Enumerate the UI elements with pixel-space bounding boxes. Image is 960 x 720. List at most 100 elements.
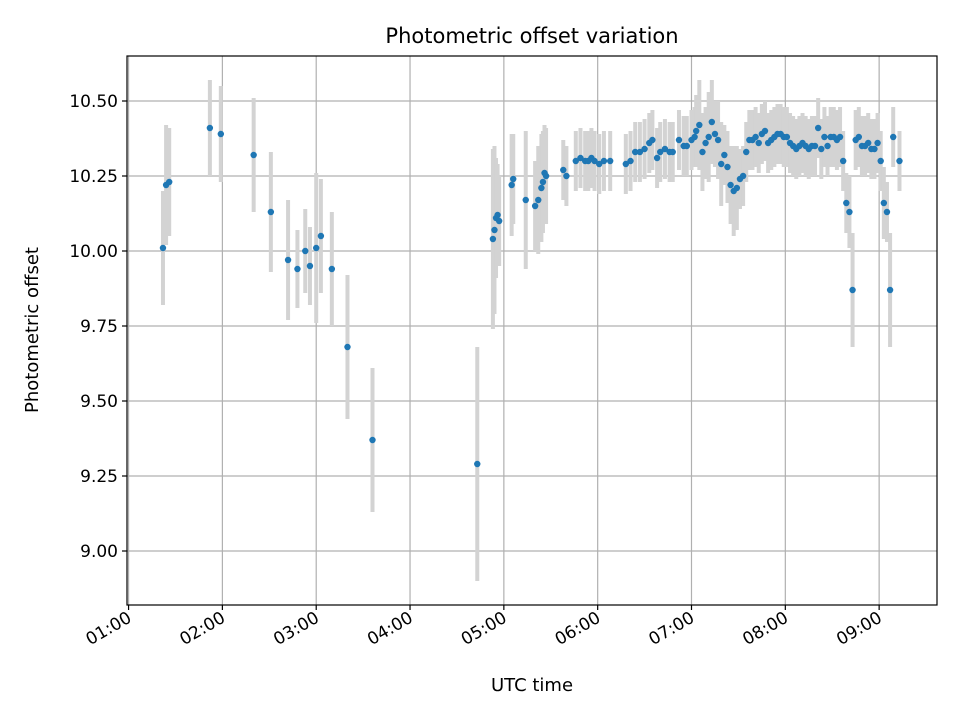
data-point [267,208,275,216]
y-tick-label: 10.50 [69,92,118,112]
data-point [683,142,691,150]
data-point [563,172,570,180]
data-point [864,139,872,147]
data-point [691,133,698,141]
data-point [871,145,878,153]
data-point [636,148,644,156]
data-point [714,136,722,144]
data-point [657,148,664,156]
chart-title: Photometric offset variation [385,24,678,48]
data-point [522,196,529,204]
data-point [632,148,639,156]
data-point [649,136,656,144]
y-axis-label: Photometric offset [22,247,43,413]
data-point [711,130,719,138]
data-point [721,151,728,159]
y-tick-label: 9.50 [80,392,118,412]
data-point [510,175,517,183]
data-point [890,133,897,141]
data-point [572,157,579,165]
data-point [159,244,167,252]
data-point [538,184,545,192]
data-point [653,154,661,162]
data-point [313,244,320,252]
data-point [752,133,759,141]
data-point [824,142,831,150]
data-point [755,139,762,147]
data-point [495,217,503,225]
data-point [818,145,825,153]
y-tick-label: 9.75 [80,317,118,337]
data-point [369,436,376,444]
data-point [539,178,547,186]
data-point [531,202,539,210]
data-point [846,208,853,216]
data-point [727,181,734,189]
data-point [814,124,822,132]
data-point [724,163,731,171]
data-point [577,154,584,162]
data-point [843,199,850,207]
plot-frame [126,55,938,606]
data-point [641,145,648,153]
data-point [692,127,700,135]
data-point [508,181,515,189]
data-point [783,133,791,141]
data-point [836,133,844,141]
data-point [591,157,598,165]
data-point [883,208,891,216]
x-axis-label: UTC time [491,675,573,696]
data-point [344,343,351,351]
data-point [708,118,716,126]
data-point [761,127,769,135]
data-point [886,286,894,294]
data-point [622,160,630,168]
data-point [250,151,257,159]
data-point [880,199,888,207]
data-point [718,160,725,168]
data-point [474,460,481,468]
data-point [877,157,884,165]
y-tick-label: 9.25 [80,467,118,487]
data-point [839,157,847,165]
data-point [699,148,706,156]
data-point [317,232,325,240]
data-point [542,172,550,180]
data-point [600,157,608,165]
data-point [675,136,683,144]
data-point [696,121,703,129]
data-point [535,196,542,204]
data-point [217,130,225,138]
data-point [284,256,292,264]
y-tick-label: 10.25 [69,167,118,187]
data-point [302,247,309,255]
data-point [560,166,567,174]
data-point [294,265,301,273]
y-tick-label: 10.00 [69,242,118,262]
data-point [661,145,669,153]
data-point [733,184,741,192]
data-point [306,262,314,270]
data-point [739,172,747,180]
y-tick-label: 9.00 [80,542,118,562]
data-point [606,157,614,165]
data-point [328,265,336,273]
data-point [874,139,881,147]
y-axis-ticks: 9.00 9.25 9.50 9.75 10.00 10.25 10.50 [69,92,127,562]
data-point [811,142,819,150]
data-point [702,139,709,147]
data-point [494,211,501,219]
data-points [159,118,903,468]
data-point [705,133,712,141]
data-point [896,157,903,165]
data-point [855,133,863,141]
data-point [206,124,214,132]
data-point [491,226,498,234]
data-point [166,178,173,186]
data-point [489,235,497,243]
data-point [669,148,676,156]
data-point [743,148,750,156]
data-point [627,157,634,165]
